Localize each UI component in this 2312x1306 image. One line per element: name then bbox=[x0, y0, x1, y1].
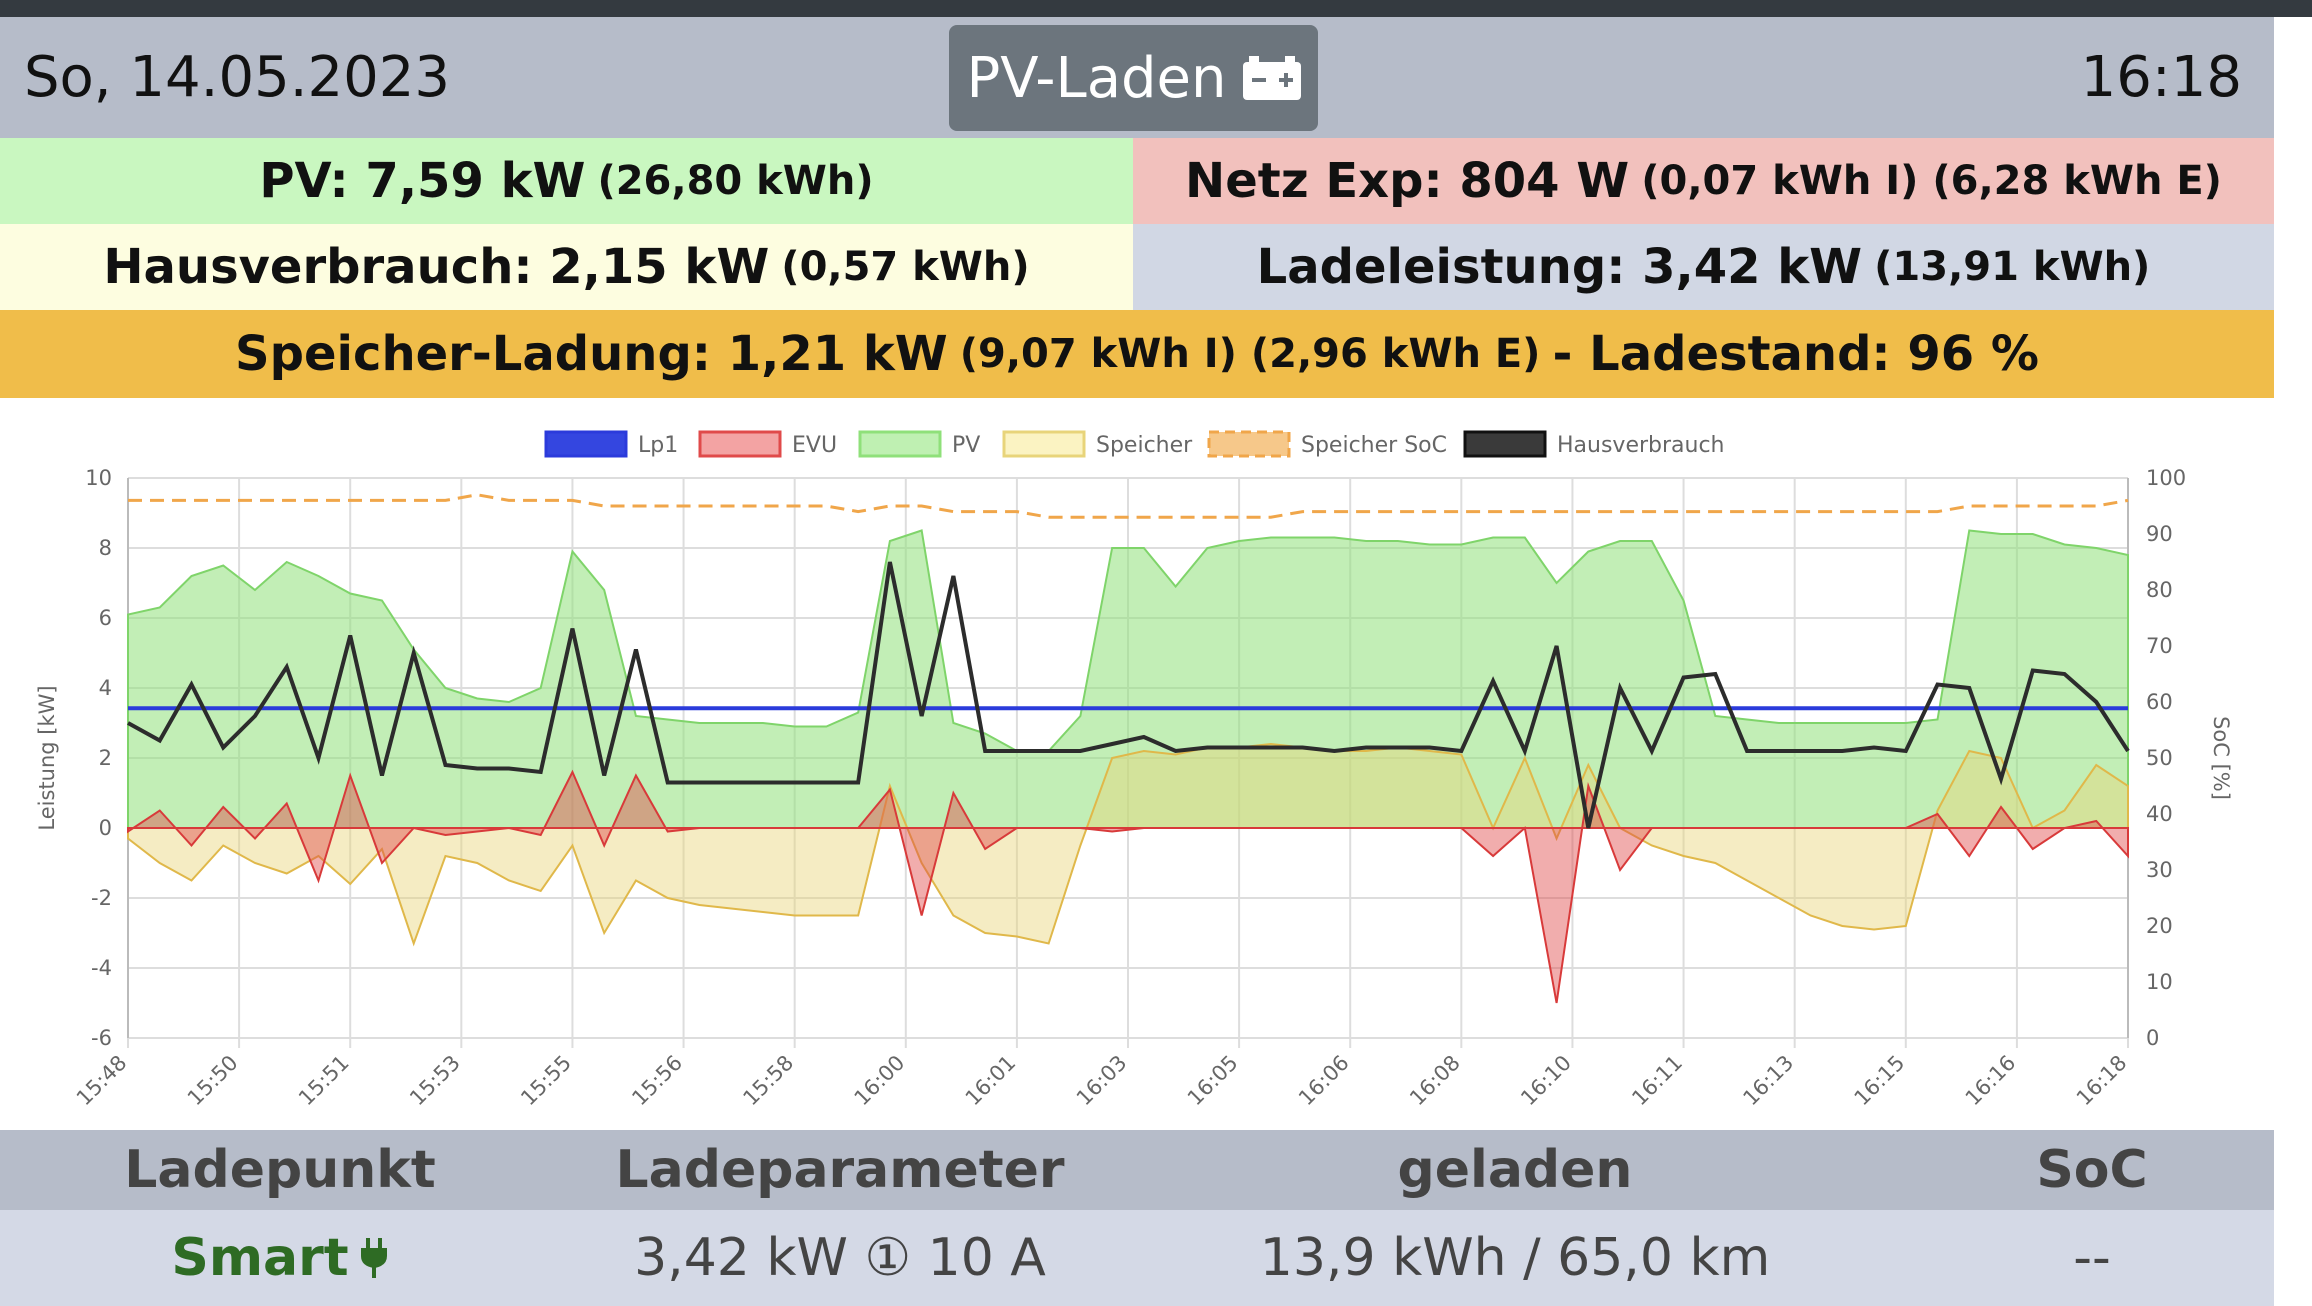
y2-axis-label: SoC [%] bbox=[2209, 716, 2233, 800]
x-tick-label: 16:08 bbox=[1405, 1051, 1465, 1111]
y-tick-label: 6 bbox=[99, 606, 112, 630]
legend-swatch bbox=[1207, 430, 1291, 458]
y-tick-label: 10 bbox=[85, 466, 112, 490]
charge-value: Ladeleistung: 3,42 kW bbox=[1256, 239, 1863, 295]
y2-tick-label: 60 bbox=[2146, 690, 2173, 714]
series-evu-area bbox=[127, 769, 2129, 1004]
charge-table-header: Ladepunkt Ladeparameter geladen SoC bbox=[0, 1130, 2274, 1210]
summary-row-2: Hausverbrauch: 2,15 kW (0,57 kWh) Ladele… bbox=[0, 224, 2274, 310]
legend-label: Speicher SoC bbox=[1301, 433, 1447, 458]
x-tick-label: 16:01 bbox=[961, 1051, 1021, 1111]
y2-tick-label: 20 bbox=[2146, 914, 2173, 938]
x-tick-label: 16:15 bbox=[1850, 1051, 1910, 1111]
legend-swatch bbox=[1463, 430, 1547, 458]
summary-row-1: PV: 7,59 kW (26,80 kWh) Netz Exp: 804 W … bbox=[0, 138, 2274, 224]
charge-mode-cell[interactable]: Smart bbox=[0, 1210, 560, 1306]
charge-mode-button[interactable]: PV-Laden bbox=[949, 25, 1318, 131]
house-consumption-summary: Hausverbrauch: 2,15 kW (0,57 kWh) bbox=[0, 224, 1133, 310]
charge-mode-label: Smart bbox=[171, 1228, 349, 1288]
header-geladen: geladen bbox=[1397, 1140, 1633, 1200]
y2-tick-label: 100 bbox=[2146, 466, 2186, 490]
header-bar: So, 14.05.2023 PV-Laden 16:18 bbox=[0, 17, 2274, 138]
charged-cell: 13,9 kWh / 65,0 km bbox=[1259, 1228, 1771, 1288]
y2-tick-label: 40 bbox=[2146, 802, 2173, 826]
x-tick-label: 16:16 bbox=[1961, 1051, 2021, 1111]
y-tick-label: 2 bbox=[99, 746, 112, 770]
time-label: 16:18 bbox=[2080, 45, 2242, 110]
x-tick-label: 15:55 bbox=[516, 1051, 576, 1111]
x-tick-label: 15:53 bbox=[405, 1051, 465, 1111]
house-value: Hausverbrauch: 2,15 kW bbox=[103, 239, 770, 295]
x-tick-label: 16:06 bbox=[1294, 1051, 1354, 1111]
x-tick-label: 15:56 bbox=[627, 1051, 687, 1111]
x-tick-label: 16:03 bbox=[1072, 1051, 1132, 1111]
charge-power-summary: Ladeleistung: 3,42 kW (13,91 kWh) bbox=[1133, 224, 2274, 310]
y-tick-label: 0 bbox=[99, 816, 112, 840]
legend-swatch bbox=[858, 430, 942, 458]
x-tick-label: 16:18 bbox=[2072, 1051, 2132, 1111]
x-tick-label: 16:05 bbox=[1183, 1051, 1243, 1111]
grid-energy: (0,07 kWh I) (6,28 kWh E) bbox=[1641, 158, 2222, 204]
y2-tick-label: 30 bbox=[2146, 858, 2173, 882]
x-tick-label: 15:50 bbox=[183, 1051, 243, 1111]
window-top-bar bbox=[0, 0, 2312, 17]
header-soc: SoC bbox=[2036, 1140, 2148, 1200]
header-ladepunkt: Ladepunkt bbox=[124, 1140, 436, 1200]
series-hausverbrauch-line bbox=[127, 561, 2130, 829]
legend-swatch bbox=[1002, 430, 1086, 458]
pv-value: PV: 7,59 kW bbox=[259, 153, 586, 209]
legend-label: PV bbox=[952, 433, 980, 458]
legend-swatch bbox=[544, 430, 628, 458]
legend-label: EVU bbox=[792, 433, 837, 458]
legend-label: Hausverbrauch bbox=[1557, 433, 1725, 458]
x-tick-label: 15:58 bbox=[738, 1051, 798, 1111]
series-speicher-area bbox=[127, 742, 2129, 947]
legend-label: Speicher bbox=[1096, 433, 1193, 458]
date-label: So, 14.05.2023 bbox=[24, 45, 451, 110]
y2-tick-label: 90 bbox=[2146, 522, 2173, 546]
soc-cell: -- bbox=[2073, 1228, 2111, 1288]
storage-value: Speicher-Ladung: 1,21 kW bbox=[235, 326, 948, 382]
grid-summary: Netz Exp: 804 W (0,07 kWh I) (6,28 kWh E… bbox=[1133, 138, 2274, 224]
battery-charging-icon bbox=[1242, 56, 1301, 100]
storage-energy: (9,07 kWh I) (2,96 kWh E) bbox=[959, 331, 1541, 377]
house-energy: (0,57 kWh) bbox=[781, 244, 1030, 290]
charge-energy: (13,91 kWh) bbox=[1874, 244, 2151, 290]
x-tick-label: 16:13 bbox=[1738, 1051, 1798, 1111]
charge-point-row[interactable]: Smart 3,42 kW ① 10 A 13,9 kWh / 65,0 km … bbox=[0, 1210, 2274, 1306]
y2-tick-label: 70 bbox=[2146, 634, 2173, 658]
y-tick-label: -2 bbox=[91, 886, 112, 910]
legend-swatch bbox=[698, 430, 782, 458]
y-tick-label: -6 bbox=[91, 1026, 112, 1050]
y-tick-label: 4 bbox=[99, 676, 112, 700]
storage-soc: - Ladestand: 96 % bbox=[1552, 326, 2039, 382]
y2-tick-label: 80 bbox=[2146, 578, 2173, 602]
header-ladeparameter: Ladeparameter bbox=[615, 1140, 1065, 1200]
grid-value: Netz Exp: 804 W bbox=[1185, 153, 1630, 209]
storage-summary: Speicher-Ladung: 1,21 kW (9,07 kWh I) (2… bbox=[0, 310, 2274, 398]
series-pv-area bbox=[127, 529, 2129, 829]
y-tick-label: -4 bbox=[91, 956, 112, 980]
mode-label: PV-Laden bbox=[966, 45, 1227, 111]
x-tick-label: 16:11 bbox=[1627, 1051, 1687, 1111]
y-axis-label: Leistung [kW] bbox=[35, 685, 59, 830]
power-chart-svg: 1086420-2-4-6100908070605040302010015:48… bbox=[35, 430, 2233, 1111]
x-tick-label: 15:48 bbox=[72, 1051, 132, 1111]
charge-params-cell: 3,42 kW ① 10 A bbox=[634, 1228, 1046, 1288]
x-tick-label: 16:10 bbox=[1516, 1051, 1576, 1111]
x-tick-label: 15:51 bbox=[294, 1051, 354, 1111]
y2-tick-label: 50 bbox=[2146, 746, 2173, 770]
pv-summary: PV: 7,59 kW (26,80 kWh) bbox=[0, 138, 1133, 224]
y2-tick-label: 10 bbox=[2146, 970, 2173, 994]
series-speicher-soc-line bbox=[128, 493, 2129, 519]
legend-label: Lp1 bbox=[638, 433, 678, 458]
y2-tick-label: 0 bbox=[2146, 1026, 2159, 1050]
summary-row-3: Speicher-Ladung: 1,21 kW (9,07 kWh I) (2… bbox=[0, 310, 2274, 398]
plug-icon bbox=[360, 1238, 387, 1278]
y-tick-label: 8 bbox=[99, 536, 112, 560]
power-chart[interactable]: 10 8 6 4 2 0 -2 -4 -6 100 90 80 70 60 50 40 30 20 10 0 15:48… bbox=[0, 398, 2274, 1130]
pv-energy: (26,80 kWh) bbox=[597, 158, 874, 204]
x-tick-label: 16:00 bbox=[850, 1051, 910, 1111]
